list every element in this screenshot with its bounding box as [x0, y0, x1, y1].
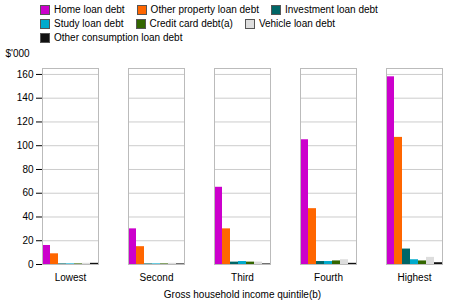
svg-text:120: 120 — [17, 116, 34, 127]
html-text:Other consumption loan debt: Other consumption loan debt — [54, 32, 183, 43]
svg-text:100: 100 — [17, 140, 34, 151]
html-text:Other property loan debt: Other property loan debt — [150, 4, 259, 15]
html-text:Study loan debt: Study loan debt — [54, 18, 124, 29]
svg-text:Fourth: Fourth — [314, 272, 343, 283]
svg-text:Third: Third — [231, 272, 254, 283]
svg-text:140: 140 — [17, 92, 34, 103]
html-text:Investment loan debt: Investment loan debt — [285, 4, 378, 15]
svg-text:Lowest: Lowest — [55, 272, 87, 283]
svg-text:Highest: Highest — [398, 272, 432, 283]
svg-text:Gross household income quintil: Gross household income quintile(b) — [164, 289, 321, 300]
svg-text:Second: Second — [140, 272, 174, 283]
svg-text:40: 40 — [22, 211, 34, 222]
svg-text:160: 160 — [17, 69, 34, 80]
svg-text:80: 80 — [22, 164, 34, 175]
svg-text:20: 20 — [22, 235, 34, 246]
html-text:Credit card debt(a): Credit card debt(a) — [149, 18, 233, 29]
svg-text:60: 60 — [22, 187, 34, 198]
html-text:Home loan debt: Home loan debt — [54, 4, 125, 15]
svg-text:0: 0 — [28, 259, 34, 270]
svg-text:$'000: $'000 — [6, 48, 31, 59]
html-text:Vehicle loan debt: Vehicle loan debt — [258, 18, 335, 29]
